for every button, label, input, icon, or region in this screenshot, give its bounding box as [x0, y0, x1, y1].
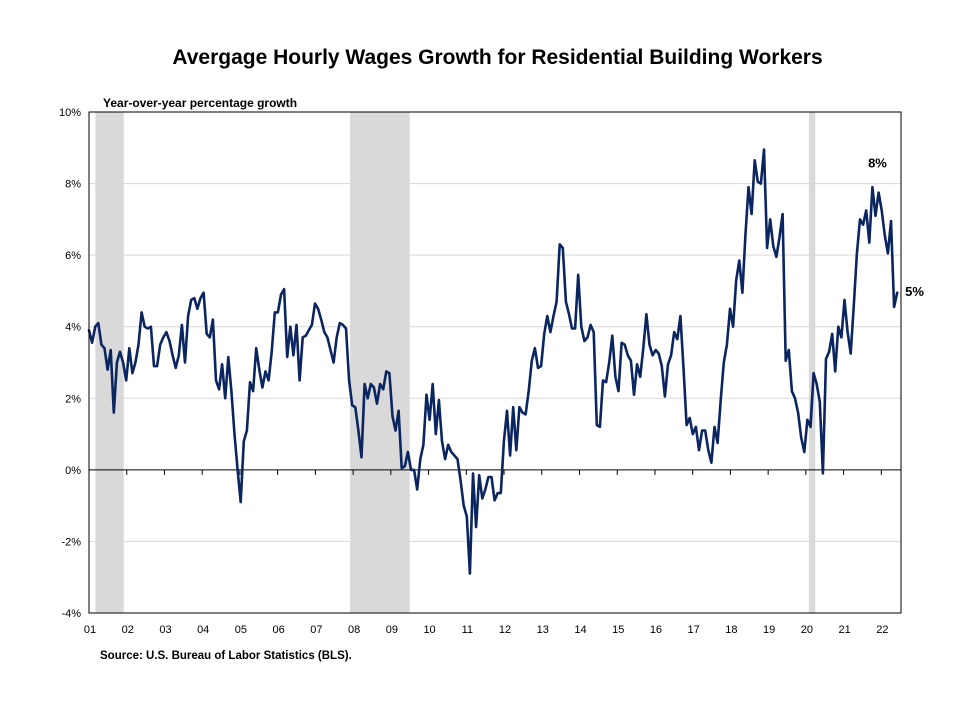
series-line [87, 148, 899, 575]
x-tick-label: 01 [84, 624, 96, 636]
x-tick-label: 07 [310, 624, 322, 636]
x-tick-label: 09 [386, 624, 398, 636]
x-tick-label: 03 [159, 624, 171, 636]
x-tick-label: 08 [348, 624, 360, 636]
y-tick-label: -4% [61, 608, 81, 620]
y-tick-label: 0% [65, 465, 81, 477]
x-tick-label: 19 [763, 624, 775, 636]
x-axis: 01 02 03 04 05 06 07 08 09 10 11 12 13 14 15 16 17 18 19 20… [84, 469, 888, 636]
gridlines [89, 183, 901, 542]
x-tick-label: 18 [725, 624, 737, 636]
recession-shading [95, 112, 816, 613]
x-tick-label: 10 [423, 624, 435, 636]
y-tick-label: 2% [65, 393, 81, 405]
chart-title: Avergage Hourly Wages Growth for Residen… [172, 46, 823, 69]
chart-subtitle: Year-over-year percentage growth [103, 96, 297, 110]
x-tick-label: 14 [574, 624, 586, 636]
x-tick-label: 15 [612, 624, 624, 636]
x-tick-label: 16 [650, 624, 662, 636]
x-tick-label: 11 [462, 624, 473, 636]
recession-band [350, 112, 410, 613]
annotation-peak: 8% [868, 156, 887, 171]
annotation-latest: 5% [905, 284, 924, 299]
y-tick-label: 8% [65, 179, 81, 191]
plot-frame [88, 111, 902, 614]
x-tick-label: 17 [688, 624, 700, 636]
x-tick-label: 06 [273, 624, 285, 636]
source-note: Source: U.S. Bureau of Labor Statistics … [100, 650, 352, 662]
y-axis: -4% -2% 0% 2% 4% 6% 8% 10% [59, 107, 81, 620]
recession-band [808, 112, 816, 613]
annotations: 8% 5% [868, 156, 924, 299]
y-tick-label: 4% [65, 322, 81, 334]
wage-growth-line [87, 148, 899, 575]
x-tick-label: 13 [537, 624, 549, 636]
y-tick-label: -2% [61, 536, 81, 548]
x-tick-label: 21 [838, 624, 850, 636]
x-tick-label: 02 [122, 624, 134, 636]
y-tick-label: 6% [65, 250, 81, 262]
x-tick-label: 20 [801, 624, 813, 636]
x-tick-label: 04 [197, 624, 209, 636]
x-tick-label: 22 [876, 624, 888, 636]
y-tick-label: 10% [59, 107, 81, 119]
x-tick-label: 05 [235, 624, 247, 636]
x-tick-label: 12 [499, 624, 511, 636]
